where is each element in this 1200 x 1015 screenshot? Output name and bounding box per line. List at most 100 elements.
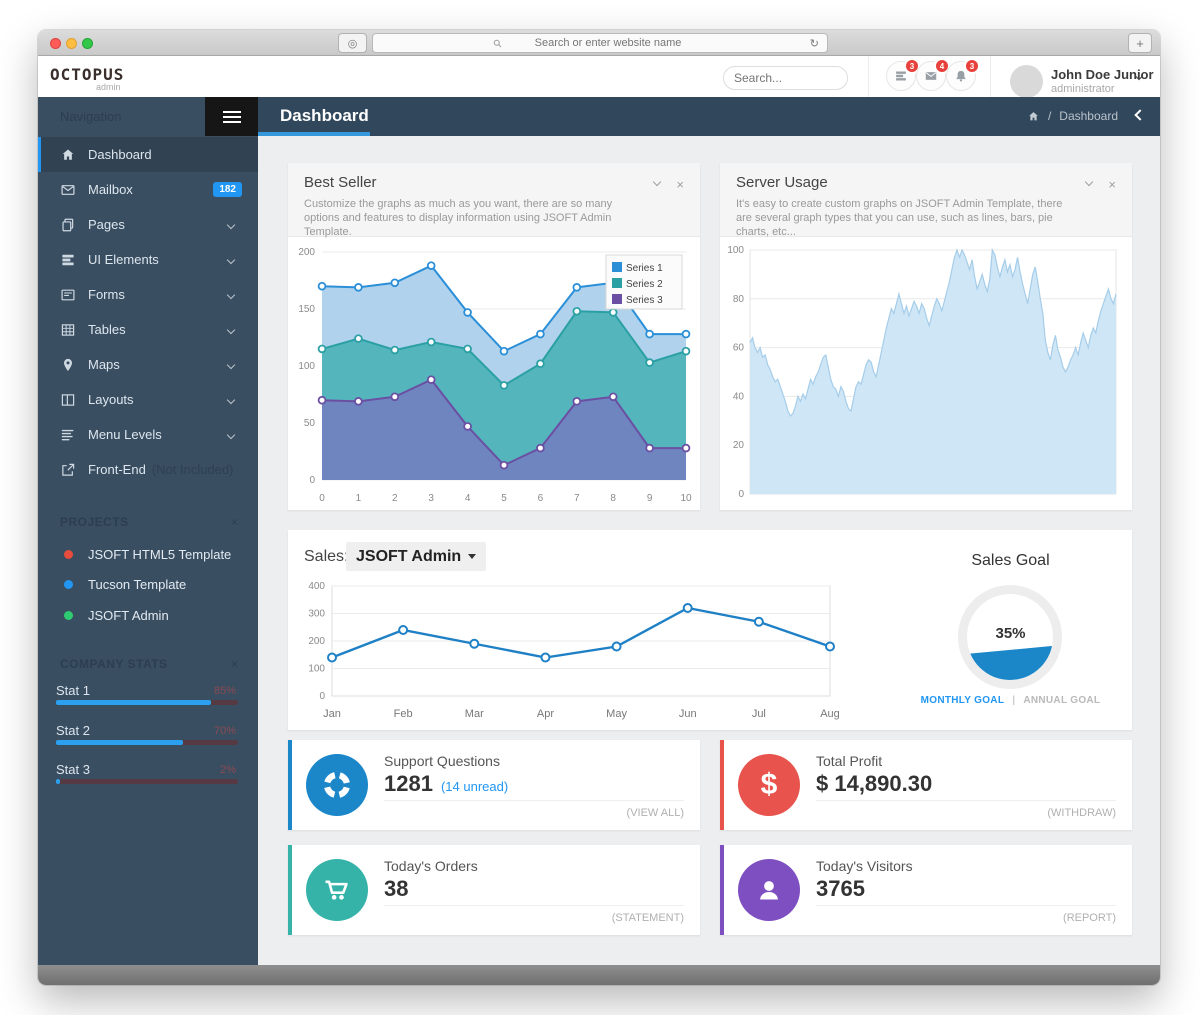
external-link-icon [60, 462, 76, 478]
sidebar-item-label: Mailbox [88, 182, 133, 197]
svg-text:Jul: Jul [752, 708, 766, 720]
maximize-window-button[interactable] [82, 38, 93, 49]
todays-orders-card: Today's Orders 38 (STATEMENT) [288, 845, 700, 935]
sidebar-item-label: Layouts [88, 392, 134, 407]
divider [816, 905, 1116, 906]
project-item[interactable]: Tucson Template [38, 569, 258, 599]
project-label: Tucson Template [88, 576, 187, 592]
cart-icon [306, 859, 368, 921]
bell-icon [956, 70, 966, 82]
withdraw-link[interactable]: (WITHDRAW) [1047, 807, 1116, 819]
sidebar-item-dashboard[interactable]: Dashboard [38, 137, 258, 172]
card-value: $ 14,890.30 [816, 771, 932, 797]
logo-subtitle: admin [96, 82, 121, 92]
statement-link[interactable]: (STATEMENT) [611, 912, 684, 924]
card-extra[interactable]: (14 unread) [440, 779, 509, 794]
svg-text:0: 0 [319, 691, 325, 702]
svg-text:50: 50 [304, 418, 316, 429]
svg-text:Feb: Feb [394, 708, 413, 720]
sidebar-item-pages[interactable]: Pages [38, 207, 258, 242]
envelope-icon [60, 182, 76, 198]
close-panel-icon[interactable]: × [1108, 177, 1116, 192]
minimize-window-button[interactable] [66, 38, 77, 49]
breadcrumb-current[interactable]: Dashboard [1059, 109, 1118, 123]
svg-text:7: 7 [574, 493, 580, 504]
sidebar-item-label: Forms [88, 287, 125, 302]
projects-section-title: PROJECTS [60, 515, 129, 529]
sidebar-item-tables[interactable]: Tables [38, 312, 258, 347]
header-search[interactable] [723, 66, 889, 90]
svg-text:Jan: Jan [323, 708, 341, 720]
breadcrumb-separator: / [1047, 109, 1052, 123]
svg-text:Aug: Aug [820, 708, 840, 720]
sales-dropdown[interactable]: JSOFT Admin [346, 542, 487, 571]
project-item[interactable]: JSOFT Admin [38, 600, 258, 630]
chevron-down-icon [226, 395, 236, 404]
sidebar-item-ui-elements[interactable]: UI Elements [38, 242, 258, 277]
chevron-down-icon [226, 360, 236, 369]
sidebar-item-note: (Not Included) [151, 462, 234, 477]
stat-progressbar [56, 700, 238, 705]
svg-text:100: 100 [308, 664, 325, 675]
new-tab-button[interactable]: + [1128, 33, 1152, 53]
annual-goal-tab[interactable]: ANNUAL GOAL [1023, 695, 1101, 706]
close-panel-icon[interactable]: × [676, 177, 684, 192]
svg-text:4: 4 [465, 493, 471, 504]
svg-text:10: 10 [680, 493, 692, 504]
user-name[interactable]: John Doe Junior [1051, 67, 1154, 82]
ui-elements-icon [60, 252, 76, 268]
search-input[interactable] [734, 71, 889, 85]
card-value: 1281 (14 unread) [384, 771, 508, 797]
alerts-button[interactable]: 3 [946, 58, 980, 91]
svg-text:100: 100 [727, 245, 744, 256]
sidebar-item-front-end[interactable]: Front-End (Not Included) [38, 452, 258, 487]
sidebar-item-label: UI Elements [88, 252, 159, 267]
svg-text:6: 6 [538, 493, 544, 504]
sidebar-item-layouts[interactable]: Layouts [38, 382, 258, 417]
sidebar-toggle-button[interactable] [205, 97, 258, 136]
address-bar[interactable]: ↻ [372, 33, 828, 53]
sidebar-item-label: Front-End [88, 462, 146, 477]
sidebar-item-forms[interactable]: Forms [38, 277, 258, 312]
sidebar-item-maps[interactable]: Maps [38, 347, 258, 382]
projects-close-icon[interactable]: × [230, 515, 238, 529]
project-item[interactable]: JSOFT HTML5 Template [38, 539, 258, 569]
privacy-icon[interactable]: ◎ [338, 33, 367, 53]
project-dot-icon [64, 549, 73, 559]
stat-label: Stat 3 [56, 762, 90, 777]
logo[interactable]: OCTOPUS [50, 65, 125, 84]
monthly-goal-tab[interactable]: MONTHLY GOAL [920, 695, 1005, 706]
form-icon [60, 287, 76, 303]
report-link[interactable]: (REPORT) [1063, 912, 1116, 924]
panel-header: Best Seller Customize the graphs as much… [288, 163, 700, 238]
home-icon[interactable] [1027, 110, 1040, 123]
company-stats-close-icon[interactable]: × [230, 657, 238, 671]
refresh-icon[interactable]: ↻ [809, 37, 819, 50]
sidebar-item-label: Menu Levels [88, 427, 162, 442]
stat-progress-fill [56, 740, 184, 745]
card-title: Support Questions [384, 753, 500, 769]
avatar[interactable] [1010, 65, 1043, 98]
divider [868, 56, 869, 97]
tasks-button[interactable]: 3 [886, 58, 920, 91]
view-all-link[interactable]: (VIEW ALL) [626, 807, 684, 819]
close-window-button[interactable] [50, 38, 61, 49]
chevron-down-icon [226, 325, 236, 334]
collapse-panel-icon[interactable] [652, 173, 662, 188]
sidebar-item-menu-levels[interactable]: Menu Levels [38, 417, 258, 452]
messages-button[interactable]: 4 [916, 58, 950, 91]
collapse-panel-icon[interactable] [1084, 173, 1094, 188]
svg-text:3: 3 [428, 493, 434, 504]
svg-text:Series 1: Series 1 [626, 263, 663, 274]
sidebar-item-mailbox[interactable]: Mailbox 182 [38, 172, 258, 207]
sales-goal-gauge [958, 585, 1062, 689]
company-stats-section-title: COMPANY STATS [60, 657, 168, 671]
stat-progressbar [56, 779, 238, 784]
project-dot-icon [64, 579, 73, 589]
sales-goal-value: 35% [995, 625, 1026, 642]
svg-text:5: 5 [501, 493, 507, 504]
svg-text:60: 60 [733, 343, 745, 354]
collapse-left-icon[interactable] [1134, 109, 1146, 121]
url-input[interactable] [508, 37, 708, 49]
pages-icon [60, 217, 76, 233]
